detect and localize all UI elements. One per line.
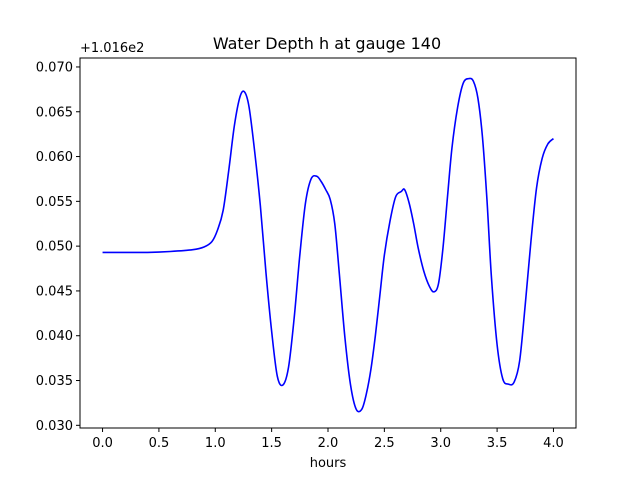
x-tick-label: 1.0 <box>205 436 226 451</box>
x-tick-label: 0.0 <box>92 436 113 451</box>
x-tick-label: 0.5 <box>149 436 170 451</box>
x-tick-label: 2.5 <box>374 436 395 451</box>
y-axis-offset-label: +1.016e2 <box>80 41 144 56</box>
series-layer <box>102 77 555 413</box>
x-axis-label: hours <box>310 456 347 471</box>
y-tick-label: 0.045 <box>36 284 73 299</box>
y-tick-label: 0.035 <box>36 374 73 389</box>
y-tick-label: 0.065 <box>36 105 73 120</box>
x-tick-label: 3.0 <box>430 436 451 451</box>
y-axis: 0.030 0.035 0.040 0.045 0.050 0.055 0.060 0.065… <box>36 60 80 434</box>
x-tick-label: 4.0 <box>543 436 564 451</box>
x-tick-label: 1.5 <box>261 436 282 451</box>
y-tick-label: 0.055 <box>36 195 73 210</box>
x-tick-label: 3.5 <box>487 436 508 451</box>
y-tick-label: 0.070 <box>36 60 73 75</box>
x-tick-label: 2.0 <box>318 436 339 451</box>
x-axis: 0.0 0.5 1.0 1.5 2.0 2.5 3.0 3.5 4.0 <box>92 428 564 451</box>
y-tick-label: 0.050 <box>36 240 73 255</box>
y-tick-label: 0.060 <box>36 150 73 165</box>
chart-title: Water Depth h at gauge 140 <box>213 34 441 53</box>
series-line <box>102 77 555 413</box>
y-tick-label: 0.030 <box>36 419 73 434</box>
y-tick-label: 0.040 <box>36 329 73 344</box>
